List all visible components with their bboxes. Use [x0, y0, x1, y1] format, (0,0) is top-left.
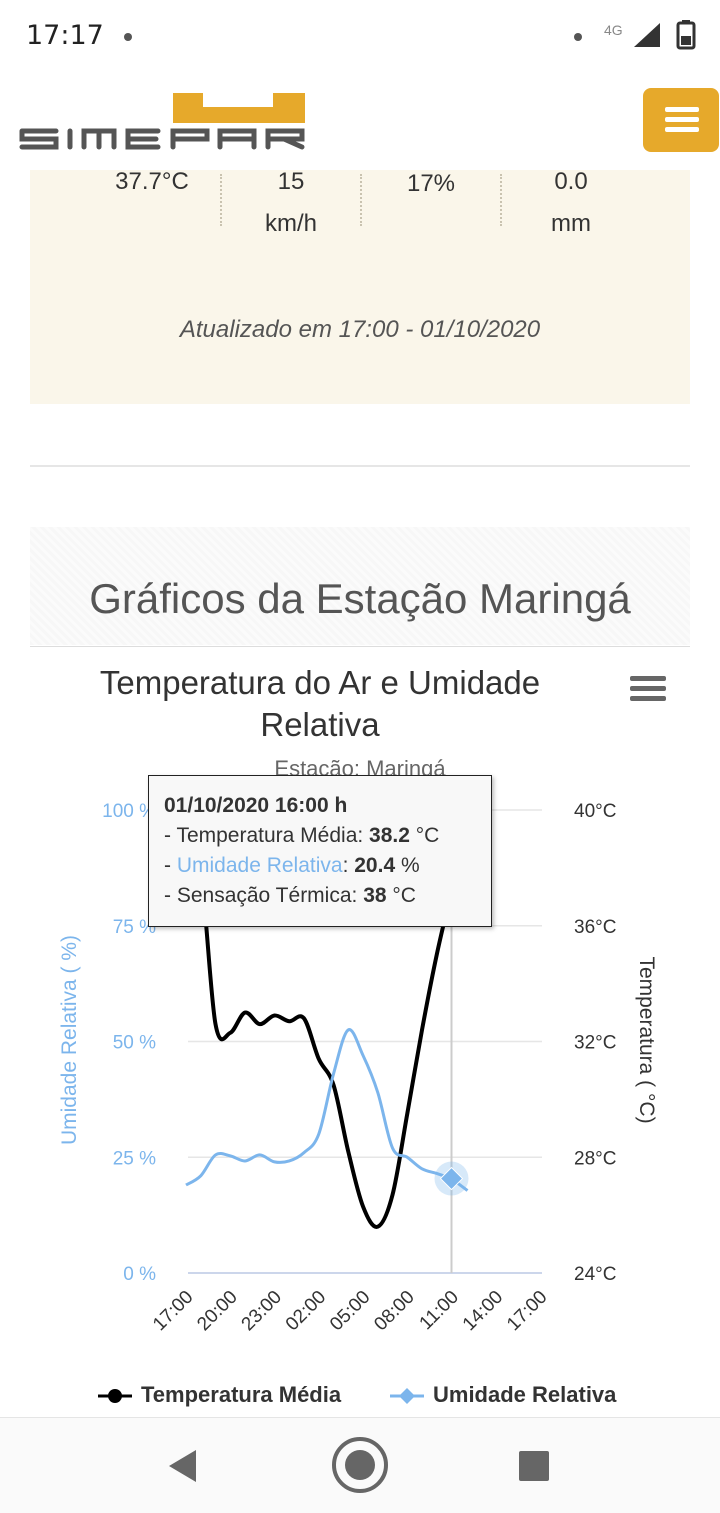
battery-icon — [676, 20, 696, 50]
tooltip-hum-prefix: - — [164, 854, 177, 877]
x-tick-label: 17:00 — [149, 1287, 197, 1335]
legend-item-temperature[interactable]: Temperatura Média — [96, 1376, 356, 1416]
notification-dot-icon — [124, 33, 132, 41]
menu-button[interactable] — [643, 88, 719, 152]
y-left-tick-label: 100 % — [102, 801, 156, 822]
tooltip-humidity: - Umidade Relativa: 20.4 % — [164, 854, 420, 878]
y-right-tick-label: 36°C — [574, 917, 616, 938]
tooltip-hum-value: 20.4 — [354, 854, 396, 877]
x-tick-label: 20:00 — [193, 1287, 241, 1335]
tooltip-temperature: - Temperatura Média: 38.2 °C — [164, 824, 439, 848]
status-bar: 17:17 4G — [0, 0, 720, 75]
chart-legend: Temperatura Média Umidade Relativa — [0, 1376, 720, 1416]
station-summary-card: 37.7°C 15 km/h 17% 0.0 mm Atualizado em … — [30, 168, 690, 404]
temperature-series-line — [184, 856, 454, 1229]
section-header: Gráficos da Estação Maringá — [30, 527, 690, 645]
x-tick-label: 02:00 — [282, 1287, 330, 1335]
site-header: simepar — [0, 75, 720, 170]
tooltip-temp-value: 38.2 — [369, 824, 410, 847]
y-right-tick-label: 40°C — [574, 801, 616, 822]
tooltip-temp-label: - Temperatura Média: — [164, 824, 370, 847]
chart-menu-icon — [630, 676, 666, 681]
chart-context-menu-button[interactable] — [630, 676, 666, 706]
wind-unit: km/h — [264, 210, 317, 237]
y-left-tick-label: 25 % — [113, 1148, 156, 1169]
humidity-value: 17% — [406, 170, 456, 197]
x-tick-label: 14:00 — [459, 1287, 507, 1335]
recents-icon[interactable] — [518, 1450, 550, 1482]
rain-value: 0.0 — [554, 168, 588, 195]
simepar-logo[interactable]: simepar — [18, 89, 318, 157]
tooltip-sens-unit: °C — [386, 884, 416, 907]
y-left-tick-label: 75 % — [113, 917, 156, 938]
tooltip-hum-label: Umidade Relativa — [176, 854, 343, 877]
x-tick-label: 17:00 — [503, 1287, 551, 1335]
y-left-axis-title: Umidade Relativa ( %) — [58, 935, 81, 1145]
tooltip-sens-value: 38 — [363, 884, 387, 907]
tooltip-sensation: - Sensação Térmica: 38 °C — [164, 884, 416, 908]
divider — [500, 174, 502, 226]
system-navigation-bar — [0, 1417, 720, 1513]
x-tick-label: 11:00 — [416, 1287, 463, 1334]
legend-temperature-label: Temperatura Média — [141, 1382, 342, 1407]
divider — [360, 174, 362, 226]
y-left-tick-label: 50 % — [113, 1033, 156, 1054]
tooltip-hum-sep: : — [342, 854, 355, 877]
updated-timestamp: Atualizado em 17:00 - 01/10/2020 — [179, 316, 541, 343]
tooltip-sens-label: - Sensação Térmica: — [164, 884, 364, 907]
home-icon[interactable] — [331, 1436, 389, 1494]
tooltip-temp-unit: °C — [409, 824, 440, 847]
y-right-axis-title: Temperatura ( °C) — [635, 956, 658, 1123]
y-right-tick-label: 28°C — [574, 1148, 616, 1169]
legend-humidity-symbol — [390, 1388, 424, 1404]
temperature-value: 37.7°C — [115, 168, 189, 195]
humidity-series-line — [185, 1028, 452, 1187]
humidity-hover-point — [439, 1166, 464, 1191]
wind-value: 15 — [277, 168, 305, 195]
signal-icon — [634, 23, 660, 47]
status-time: 17:17 — [26, 20, 104, 51]
rain-unit: mm — [551, 210, 591, 237]
y-right-tick-label: 24°C — [574, 1264, 616, 1285]
x-tick-label: 08:00 — [370, 1287, 418, 1335]
sim-dot-icon — [574, 33, 582, 41]
legend-humidity-label: Umidade Relativa — [433, 1382, 617, 1407]
hamburger-menu-icon — [665, 107, 699, 112]
network-type: 4G — [604, 22, 623, 38]
tooltip-header: 01/10/2020 16:00 h — [164, 794, 348, 817]
divider — [220, 174, 222, 226]
section-title: Gráficos da Estação Maringá — [89, 575, 631, 622]
chart-title: Temperatura do Ar e Umidade Relativa — [99, 664, 541, 743]
x-tick-label: 23:00 — [238, 1287, 286, 1335]
legend-item-humidity[interactable]: Umidade Relativa — [388, 1376, 648, 1416]
divider — [30, 646, 690, 647]
tooltip-hum-unit: % — [395, 854, 420, 877]
divider — [30, 465, 690, 467]
y-right-tick-label: 32°C — [574, 1033, 616, 1054]
x-tick-label: 05:00 — [326, 1287, 374, 1335]
legend-temperature-symbol — [98, 1389, 132, 1403]
y-left-tick-label: 0 % — [123, 1264, 156, 1285]
back-icon[interactable] — [166, 1448, 200, 1484]
chart-tooltip: 01/10/2020 16:00 h - Temperatura Média: … — [148, 775, 492, 927]
